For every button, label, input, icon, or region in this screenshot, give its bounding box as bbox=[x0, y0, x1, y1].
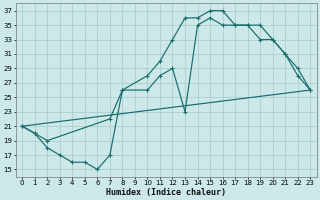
X-axis label: Humidex (Indice chaleur): Humidex (Indice chaleur) bbox=[106, 188, 226, 197]
